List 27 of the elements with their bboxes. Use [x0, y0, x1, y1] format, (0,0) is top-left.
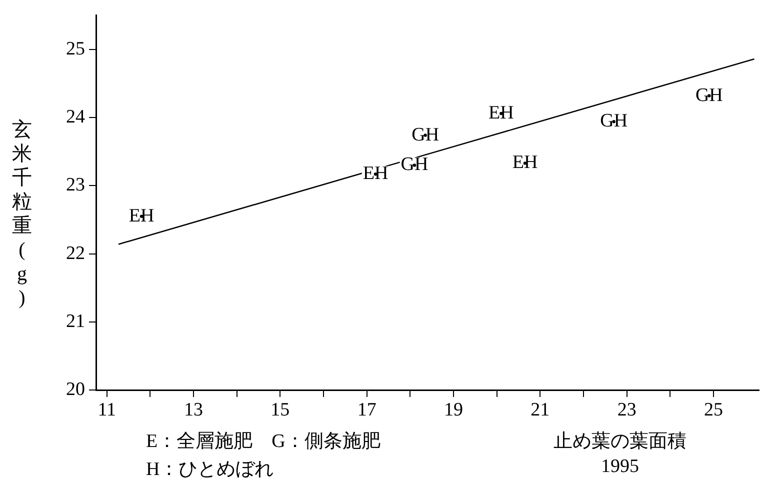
series-label: EH [488, 102, 514, 124]
y-tick-label: 23 [66, 174, 85, 196]
text: H：ひとめぼれ [146, 458, 274, 482]
y-tick-label: 25 [66, 38, 85, 60]
text: EH [512, 152, 538, 174]
y-tick-label: 20 [66, 378, 85, 400]
text: GH [600, 110, 628, 132]
x-tick-label: 25 [704, 399, 723, 420]
y-tick-label: 21 [66, 310, 85, 332]
x-tick-label: 15 [270, 399, 290, 420]
y-tick-label: 24 [66, 106, 86, 128]
y-tick-label: 22 [66, 242, 85, 264]
x-axis-title: 止め葉の葉面積 [552, 430, 688, 454]
x-tick-label: 21 [530, 399, 550, 420]
text: 1995 [600, 456, 640, 478]
text: EH [362, 163, 388, 184]
text: GH [695, 84, 723, 106]
x-tick-label: 23 [617, 399, 636, 420]
x-tick-label: 17 [357, 399, 376, 420]
x-tick-label: 19 [444, 399, 463, 420]
x-tick-label: 11 [98, 399, 116, 420]
y-axis-title: 玄米千粒重(g) [11, 118, 33, 310]
text: EH [128, 205, 154, 226]
x-tick-label: 13 [184, 399, 203, 420]
text: E：全層施肥 G：側条施肥 [146, 430, 380, 454]
series-label: GH [400, 154, 428, 176]
text: GH [412, 124, 440, 146]
